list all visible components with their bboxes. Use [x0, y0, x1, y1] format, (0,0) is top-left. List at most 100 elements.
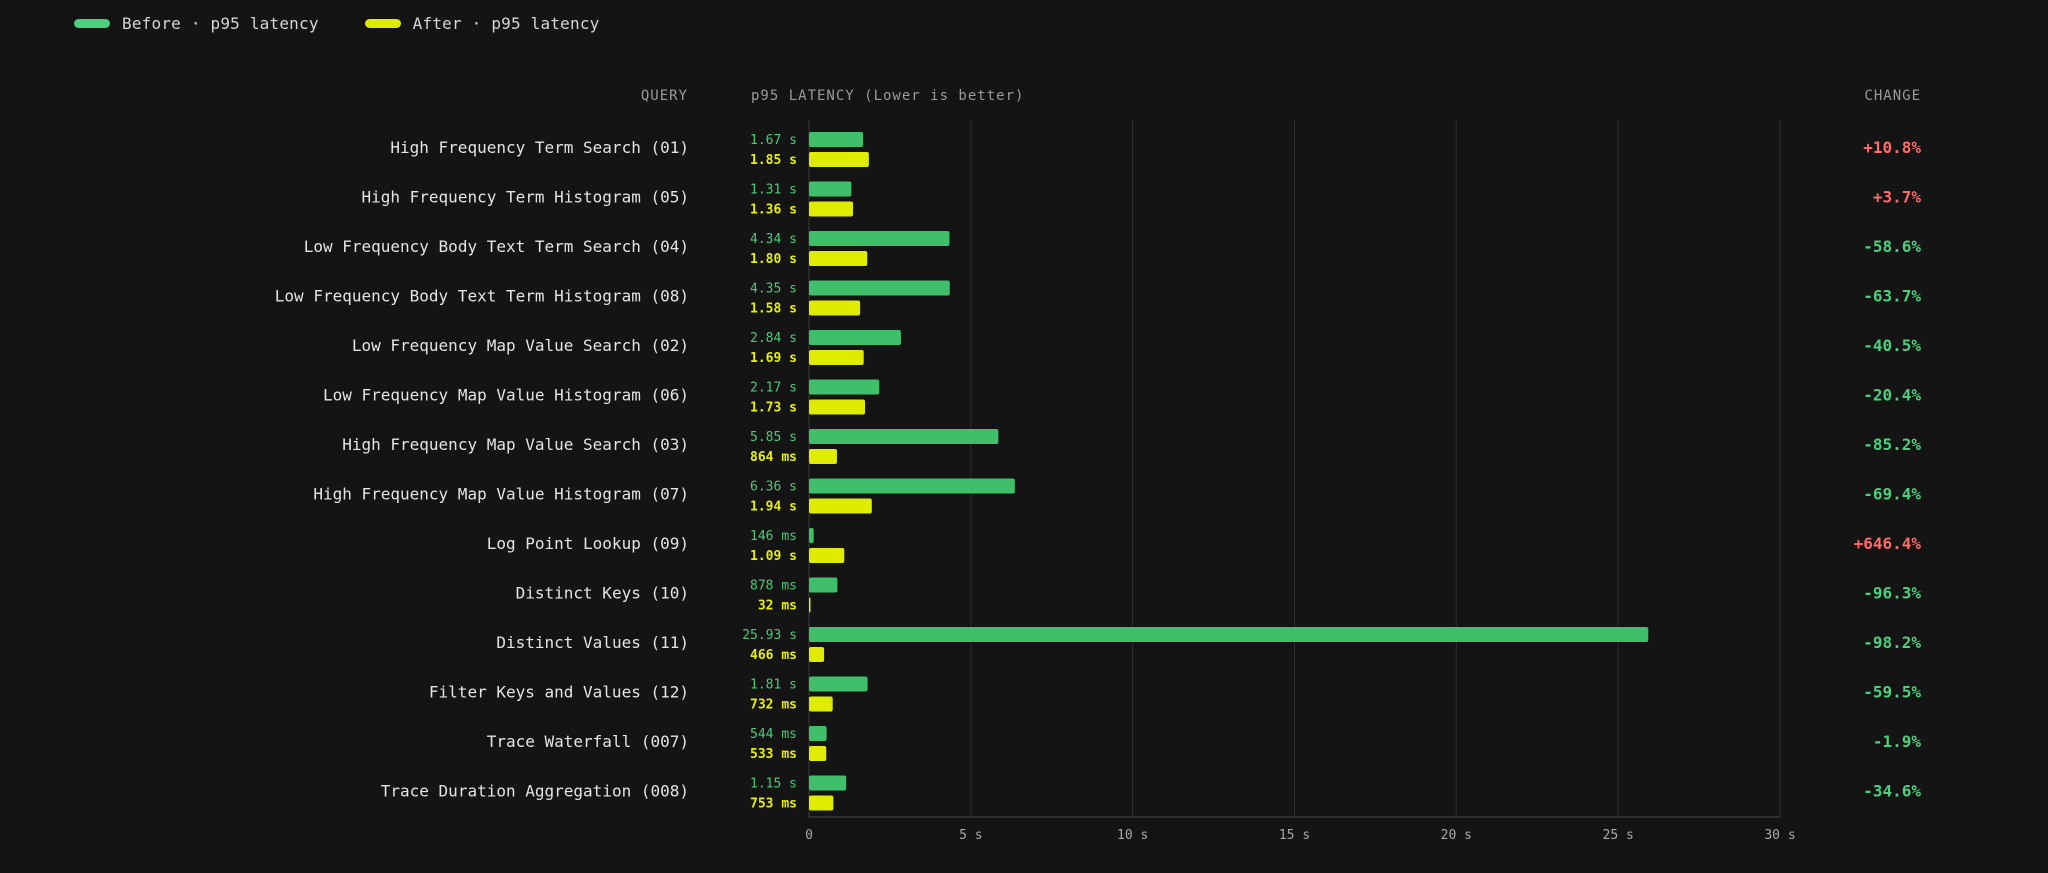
value-label-before: 25.93 s — [742, 628, 797, 643]
change-value: +3.7% — [1873, 188, 1922, 207]
x-tick-label: 10 s — [1117, 828, 1148, 843]
bar-after — [809, 548, 845, 563]
value-label-before: 1.67 s — [750, 133, 797, 148]
change-value: -40.5% — [1863, 336, 1921, 355]
bar-after — [809, 795, 834, 811]
change-value: -63.7% — [1863, 287, 1921, 306]
bar-after — [809, 399, 865, 415]
value-label-after: 732 ms — [750, 698, 797, 713]
value-label-after: 1.09 s — [750, 549, 797, 564]
value-label-after: 1.58 s — [750, 302, 797, 317]
change-value: -69.4% — [1863, 485, 1921, 504]
change-value: -20.4% — [1863, 386, 1921, 405]
bar-before — [809, 429, 999, 444]
query-label: High Frequency Map Value Histogram (07) — [313, 485, 689, 504]
value-label-after: 864 ms — [750, 450, 797, 465]
legend-swatch-before — [74, 19, 110, 28]
bar-after — [809, 449, 837, 464]
value-label-after: 1.69 s — [750, 351, 797, 366]
change-value: +10.8% — [1863, 138, 1921, 157]
value-label-before: 1.15 s — [750, 777, 797, 792]
query-label: High Frequency Map Value Search (03) — [342, 435, 689, 454]
query-label: Trace Waterfall (007) — [487, 732, 689, 751]
x-tick-label: 20 s — [1441, 828, 1472, 843]
bar-before — [809, 330, 901, 345]
bar-after — [809, 152, 869, 167]
bar-before — [809, 676, 868, 692]
bar-before — [809, 181, 852, 197]
query-label: Distinct Keys (10) — [516, 584, 689, 603]
value-label-after: 1.80 s — [750, 252, 797, 267]
value-label-after: 466 ms — [750, 648, 797, 663]
change-value: -1.9% — [1873, 732, 1922, 751]
query-column-header: QUERY — [640, 88, 688, 104]
value-label-after: 1.36 s — [750, 203, 797, 218]
bar-after — [809, 300, 861, 316]
query-label: Log Point Lookup (09) — [487, 534, 689, 553]
bar-before — [809, 775, 847, 791]
value-label-after: 32 ms — [758, 599, 797, 614]
value-label-before: 5.85 s — [750, 430, 797, 445]
query-label: Low Frequency Body Text Term Search (04) — [304, 237, 689, 256]
bar-before — [809, 231, 950, 246]
value-label-before: 4.34 s — [750, 232, 797, 247]
bar-after — [809, 647, 825, 662]
legend-item-after: After · p95 latency — [364, 14, 600, 33]
query-label: High Frequency Term Search (01) — [390, 138, 689, 157]
change-value: +646.4% — [1854, 534, 1922, 553]
legend-item-before: Before · p95 latency — [74, 14, 319, 33]
value-label-after: 1.85 s — [750, 153, 797, 168]
value-label-before: 1.81 s — [750, 678, 797, 693]
value-label-before: 2.84 s — [750, 331, 797, 346]
query-label: Trace Duration Aggregation (008) — [381, 782, 689, 801]
legend-swatch-after — [364, 19, 401, 28]
value-label-after: 753 ms — [750, 797, 797, 812]
value-label-after: 533 ms — [750, 747, 797, 762]
change-value: -98.2% — [1863, 633, 1921, 652]
query-label: Low Frequency Body Text Term Histogram (… — [275, 287, 689, 306]
bar-after — [809, 350, 864, 365]
value-label-before: 2.17 s — [750, 381, 797, 396]
value-label-before: 1.31 s — [750, 183, 797, 198]
bar-after — [809, 597, 811, 613]
chart-legend: Before · p95 latency After · p95 latency — [74, 14, 645, 33]
bar-after — [809, 251, 868, 266]
change-value: -85.2% — [1863, 435, 1921, 454]
change-value: -34.6% — [1863, 782, 1921, 801]
bar-after — [809, 696, 833, 712]
value-label-before: 4.35 s — [750, 282, 797, 297]
value-label-after: 1.73 s — [750, 401, 797, 416]
x-tick-label: 5 s — [959, 828, 982, 843]
value-label-before: 146 ms — [750, 529, 797, 544]
query-label: Filter Keys and Values (12) — [429, 683, 689, 702]
change-value: -96.3% — [1863, 584, 1921, 603]
value-label-after: 1.94 s — [750, 500, 797, 515]
value-label-before: 544 ms — [750, 727, 797, 742]
query-label: Low Frequency Map Value Histogram (06) — [323, 386, 689, 405]
query-label: Distinct Values (11) — [496, 633, 689, 652]
value-label-before: 878 ms — [750, 579, 797, 594]
x-tick-label: 0 — [805, 828, 813, 843]
bar-after — [809, 746, 827, 761]
legend-label-after: After · p95 latency — [412, 14, 600, 33]
bar-before — [809, 379, 880, 395]
change-value: -58.6% — [1863, 237, 1921, 256]
bar-before — [809, 280, 950, 296]
bar-before — [809, 577, 838, 593]
legend-label-before: Before · p95 latency — [122, 14, 319, 33]
latency-column-header: p95 LATENCY (Lower is better) — [751, 88, 1025, 104]
change-column-header: CHANGE — [1864, 88, 1921, 104]
query-label: High Frequency Term Histogram (05) — [361, 188, 689, 207]
bar-before — [809, 478, 1015, 494]
bar-before — [809, 726, 827, 741]
x-tick-label: 30 s — [1764, 828, 1795, 843]
bar-before — [809, 627, 1649, 642]
x-tick-label: 15 s — [1279, 828, 1310, 843]
query-label: Low Frequency Map Value Search (02) — [352, 336, 689, 355]
bar-before — [809, 528, 814, 543]
bar-after — [809, 201, 854, 217]
bar-after — [809, 498, 872, 514]
change-value: -59.5% — [1863, 683, 1921, 702]
value-label-before: 6.36 s — [750, 480, 797, 495]
